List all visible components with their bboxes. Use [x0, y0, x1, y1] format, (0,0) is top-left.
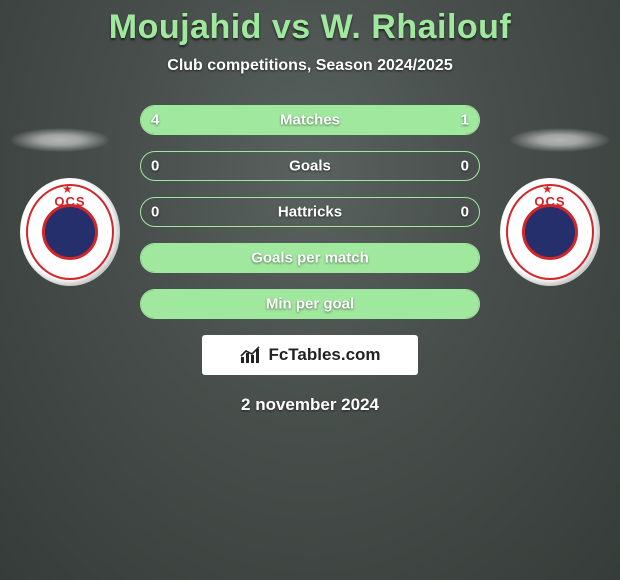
brand-label: FcTables.com [268, 345, 380, 365]
stat-row: Goals per match [140, 243, 480, 273]
stat-value-right: 0 [461, 158, 469, 175]
stat-label: Goals [289, 158, 331, 175]
stat-row: Min per goal [140, 289, 480, 319]
stats-comparison: 4 Matches 1 0 Goals 0 0 Hattricks 0 Goals per mat… [140, 105, 480, 319]
chart-icon [239, 346, 263, 364]
stat-row: 0 Hattricks 0 [140, 197, 480, 227]
stat-row: 0 Goals 0 [140, 151, 480, 181]
brand-attribution[interactable]: FcTables.com [202, 335, 418, 375]
player-avatar-shadow-left [10, 128, 110, 152]
stat-value-right: 0 [461, 204, 469, 221]
stat-label: Min per goal [266, 296, 354, 313]
stat-value-right: 1 [461, 112, 469, 129]
stat-label: Matches [280, 112, 340, 129]
stat-fill-left [141, 106, 411, 134]
page-title: Moujahid vs W. Rhailouf [0, 0, 620, 47]
stat-label: Goals per match [251, 250, 369, 267]
player-avatar-shadow-right [510, 128, 610, 152]
generated-date: 2 november 2024 [0, 395, 620, 415]
stat-label: Hattricks [278, 204, 342, 221]
club-badge-left: ★ OCS [20, 178, 120, 286]
stat-value-left: 0 [151, 204, 159, 221]
stat-row: 4 Matches 1 [140, 105, 480, 135]
season-subtitle: Club competitions, Season 2024/2025 [0, 57, 620, 75]
stat-value-left: 0 [151, 158, 159, 175]
stat-value-left: 4 [151, 112, 159, 129]
club-badge-right: ★ OCS [500, 178, 600, 286]
